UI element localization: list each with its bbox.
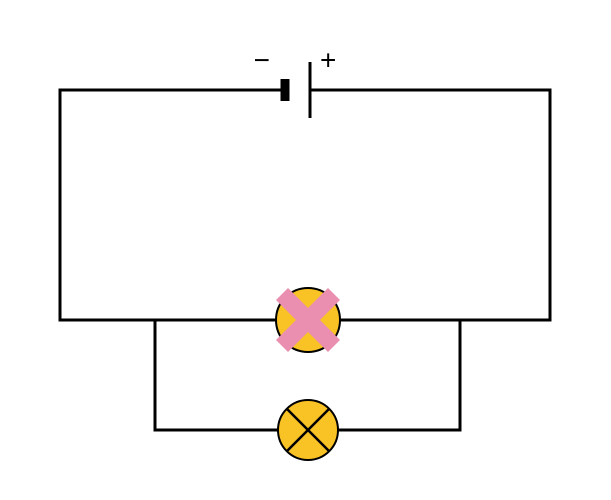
cell-negative-plate [281,79,290,101]
cell-minus-label: − [254,44,270,75]
lamp-broken-icon [276,288,340,352]
cell-plus-label: + [320,44,336,75]
lamp-icon [278,400,338,460]
circuit-diagram: −+ [0,0,611,500]
